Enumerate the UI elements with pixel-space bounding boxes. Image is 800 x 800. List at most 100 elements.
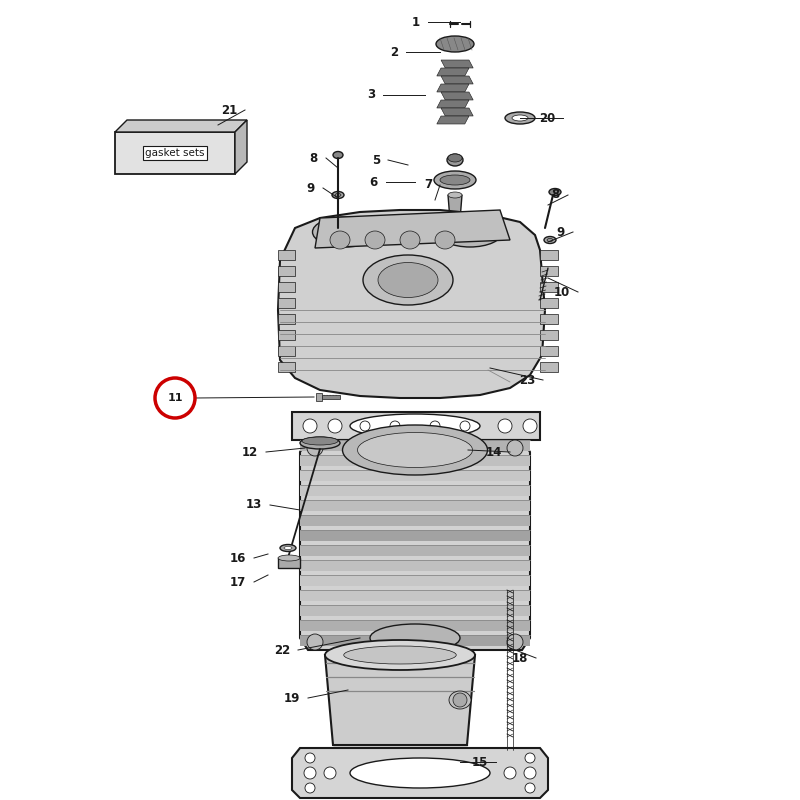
Text: 12: 12 bbox=[242, 446, 258, 458]
Circle shape bbox=[303, 419, 317, 433]
Ellipse shape bbox=[447, 154, 463, 166]
Circle shape bbox=[525, 783, 535, 793]
Text: 9: 9 bbox=[557, 226, 565, 238]
Circle shape bbox=[324, 767, 336, 779]
Ellipse shape bbox=[365, 231, 385, 249]
Ellipse shape bbox=[438, 217, 502, 247]
Ellipse shape bbox=[300, 437, 340, 449]
Polygon shape bbox=[278, 314, 295, 324]
Text: 17: 17 bbox=[230, 575, 246, 589]
Polygon shape bbox=[300, 500, 530, 510]
Polygon shape bbox=[437, 84, 469, 92]
Ellipse shape bbox=[330, 231, 350, 249]
Circle shape bbox=[305, 753, 315, 763]
Polygon shape bbox=[448, 195, 462, 220]
Circle shape bbox=[523, 419, 537, 433]
Circle shape bbox=[307, 440, 323, 456]
Polygon shape bbox=[115, 132, 235, 174]
Polygon shape bbox=[278, 346, 295, 356]
Circle shape bbox=[460, 421, 470, 431]
Circle shape bbox=[504, 767, 516, 779]
Ellipse shape bbox=[280, 545, 296, 551]
Text: 16: 16 bbox=[230, 551, 246, 565]
Polygon shape bbox=[300, 635, 530, 646]
Polygon shape bbox=[300, 485, 530, 495]
Polygon shape bbox=[540, 362, 558, 372]
Ellipse shape bbox=[434, 171, 476, 189]
Polygon shape bbox=[441, 92, 474, 100]
Polygon shape bbox=[278, 298, 295, 308]
Polygon shape bbox=[278, 362, 295, 372]
Text: 3: 3 bbox=[367, 89, 375, 102]
Ellipse shape bbox=[350, 414, 480, 438]
Polygon shape bbox=[300, 530, 530, 541]
Ellipse shape bbox=[440, 175, 470, 185]
Polygon shape bbox=[300, 515, 530, 526]
Text: 1: 1 bbox=[412, 15, 420, 29]
Polygon shape bbox=[278, 266, 295, 276]
Polygon shape bbox=[315, 210, 510, 248]
Ellipse shape bbox=[278, 555, 300, 561]
Polygon shape bbox=[441, 108, 474, 116]
Polygon shape bbox=[300, 605, 530, 615]
Polygon shape bbox=[300, 620, 530, 630]
Ellipse shape bbox=[363, 255, 453, 305]
Circle shape bbox=[507, 634, 523, 650]
Polygon shape bbox=[441, 60, 474, 68]
Polygon shape bbox=[316, 393, 322, 401]
Circle shape bbox=[507, 440, 523, 456]
Polygon shape bbox=[540, 266, 558, 276]
Polygon shape bbox=[300, 590, 530, 601]
Text: 15: 15 bbox=[472, 755, 488, 769]
Text: 19: 19 bbox=[284, 691, 300, 705]
Ellipse shape bbox=[335, 194, 341, 197]
Circle shape bbox=[328, 419, 342, 433]
Text: gasket sets: gasket sets bbox=[146, 148, 205, 158]
Polygon shape bbox=[300, 440, 530, 650]
Ellipse shape bbox=[370, 624, 460, 652]
Ellipse shape bbox=[313, 217, 378, 247]
Polygon shape bbox=[322, 395, 340, 399]
Polygon shape bbox=[300, 545, 530, 555]
Polygon shape bbox=[278, 210, 545, 398]
Text: 9: 9 bbox=[306, 182, 315, 194]
Circle shape bbox=[390, 421, 400, 431]
Polygon shape bbox=[540, 314, 558, 324]
Polygon shape bbox=[278, 558, 300, 568]
Circle shape bbox=[453, 693, 467, 707]
Ellipse shape bbox=[449, 691, 471, 709]
Ellipse shape bbox=[436, 36, 474, 52]
Polygon shape bbox=[441, 76, 474, 84]
Polygon shape bbox=[540, 250, 558, 260]
Polygon shape bbox=[437, 116, 469, 124]
Polygon shape bbox=[278, 330, 295, 340]
Text: 11: 11 bbox=[167, 393, 182, 403]
Text: 22: 22 bbox=[274, 643, 290, 657]
Text: 2: 2 bbox=[390, 46, 398, 58]
Polygon shape bbox=[437, 100, 469, 108]
Text: 7: 7 bbox=[424, 178, 432, 191]
Ellipse shape bbox=[435, 231, 455, 249]
Polygon shape bbox=[437, 68, 469, 76]
Polygon shape bbox=[115, 120, 247, 132]
Ellipse shape bbox=[547, 238, 553, 242]
Text: 5: 5 bbox=[372, 154, 380, 166]
Ellipse shape bbox=[342, 425, 487, 475]
Text: 21: 21 bbox=[221, 103, 237, 117]
Text: 13: 13 bbox=[246, 498, 262, 511]
Polygon shape bbox=[292, 748, 548, 798]
Circle shape bbox=[524, 767, 536, 779]
Polygon shape bbox=[540, 282, 558, 292]
Polygon shape bbox=[540, 298, 558, 308]
Circle shape bbox=[360, 421, 370, 431]
Ellipse shape bbox=[325, 640, 475, 670]
Polygon shape bbox=[540, 330, 558, 340]
Circle shape bbox=[525, 753, 535, 763]
Text: 8: 8 bbox=[310, 151, 318, 165]
Polygon shape bbox=[300, 455, 530, 466]
Text: 23: 23 bbox=[518, 374, 535, 386]
Text: 6: 6 bbox=[370, 175, 378, 189]
Circle shape bbox=[304, 767, 316, 779]
Ellipse shape bbox=[350, 758, 490, 788]
Ellipse shape bbox=[344, 646, 456, 664]
